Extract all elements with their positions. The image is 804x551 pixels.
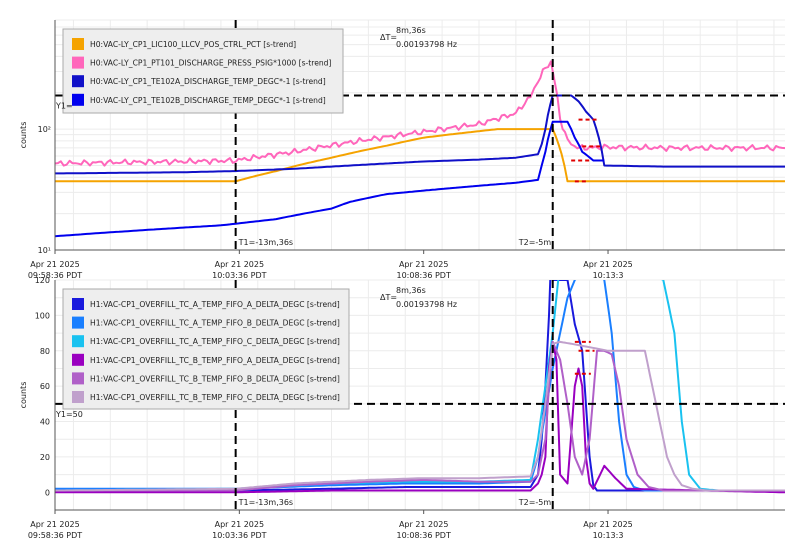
legend-swatch: [72, 298, 84, 310]
x-tick-date: Apr 21 2025: [399, 260, 448, 269]
y-tick-label: 60: [40, 382, 50, 391]
delta-t-value: 8m,36s: [396, 286, 426, 295]
series-group: [55, 280, 785, 494]
legend-swatch: [72, 372, 84, 385]
t1-cursor-label: T1=-13m,36s: [238, 498, 293, 507]
bottom-chart-panel: 0 20 40 60 80 100 120 counts Apr 21 2025 09:58:36…: [19, 276, 785, 540]
delta-t-frequency: 0.00193798 Hz: [396, 40, 457, 49]
y-tick-label: 20: [40, 453, 50, 462]
delta-t-frequency: 0.00193798 Hz: [396, 300, 457, 309]
legend-label: H1:VAC-CP1_OVERFILL_TC_A_TEMP_FIFO_A_DEL…: [90, 300, 340, 309]
x-tick-date: Apr 21 2025: [30, 260, 79, 269]
t1-cursor-label: T1=-13m,36s: [238, 238, 293, 247]
legend-swatch: [72, 93, 84, 106]
legend-label: H1:VAC-CP1_OVERFILL_TC_A_TEMP_FIFO_B_DEL…: [90, 319, 340, 328]
y-tick-label: 80: [40, 347, 50, 356]
t2-cursor-label: T2=-5m: [518, 238, 552, 247]
delta-t-value: 8m,36s: [396, 26, 426, 35]
x-tick-time: 10:03:36 PDT: [212, 271, 266, 280]
series-line: [55, 340, 785, 492]
x-tick-date: Apr 21 2025: [30, 520, 79, 529]
y1-cursor-label: Y1=: [55, 101, 73, 110]
x-tick-date: Apr 21 2025: [215, 520, 264, 529]
legend-swatch: [72, 56, 84, 69]
legend-swatch: [72, 316, 84, 329]
y-tick-label: 40: [40, 418, 50, 427]
legend: H1:VAC-CP1_OVERFILL_TC_A_TEMP_FIFO_A_DEL…: [62, 288, 350, 410]
legend-label: H0:VAC-LY_CP1_LIC100_LLCV_POS_CTRL_PCT […: [90, 40, 296, 49]
extension-markers: [571, 118, 601, 183]
x-tick-date: Apr 21 2025: [583, 260, 632, 269]
legend-label: H1:VAC-CP1_OVERFILL_TC_A_TEMP_FIFO_C_DEL…: [90, 337, 340, 346]
series-line: [55, 340, 785, 492]
legend-box: [62, 28, 344, 114]
extension-markers: [574, 340, 595, 375]
legend-label: H1:VAC-CP1_OVERFILL_TC_B_TEMP_FIFO_A_DEL…: [90, 356, 340, 365]
x-tick-date: Apr 21 2025: [215, 260, 264, 269]
top-chart-panel: 10¹ 10² counts Apr 21 2025 09:58:36 PDT Apr 2…: [19, 19, 785, 280]
series-line: [55, 120, 605, 238]
legend-box: [62, 288, 350, 410]
grid: [55, 279, 785, 511]
legend-label: H1:VAC-CP1_OVERFILL_TC_B_TEMP_FIFO_B_DEL…: [90, 374, 340, 383]
x-tick-time: 09:58:36 PDT: [28, 271, 82, 280]
y-tick-label: 120: [35, 276, 50, 285]
series-group: [55, 60, 785, 238]
legend-swatch: [72, 391, 84, 403]
y-tick-label: 0: [45, 488, 50, 497]
series-line: [55, 128, 785, 183]
series-line: [55, 94, 785, 175]
legend-label: H1:VAC-CP1_OVERFILL_TC_B_TEMP_FIFO_C_DEL…: [90, 393, 340, 402]
x-tick-time: 10:13:3: [593, 271, 624, 280]
x-tick-time: 10:03:36 PDT: [212, 531, 266, 540]
legend-label: H0:VAC-LY_CP1_PT101_DISCHARGE_PRESS_PSIG…: [90, 59, 332, 68]
x-tick-time: 09:58:36 PDT: [28, 531, 82, 540]
legend-label: H0:VAC-LY_CP1_TE102A_DISCHARGE_TEMP_DEGC…: [90, 77, 326, 86]
x-tick-time: 10:08:36 PDT: [397, 271, 451, 280]
y1-cursor-label: Y1=50: [55, 410, 83, 419]
legend-swatch: [72, 38, 84, 50]
y-tick-label: 100: [35, 311, 50, 320]
x-tick-time: 10:08:36 PDT: [397, 531, 451, 540]
legend-label: H0:VAC-LY_CP1_TE102B_DISCHARGE_TEMP_DEGC…: [90, 96, 326, 105]
legend: H0:VAC-LY_CP1_LIC100_LLCV_POS_CTRL_PCT […: [62, 28, 344, 114]
x-tick-date: Apr 21 2025: [399, 520, 448, 529]
legend-swatch: [72, 353, 84, 366]
y-tick-label: 10²: [38, 125, 51, 134]
legend-swatch: [72, 335, 84, 348]
x-tick-date: Apr 21 2025: [583, 520, 632, 529]
delta-t-label: ΔT=: [380, 33, 397, 42]
y-axis-label: counts: [19, 122, 28, 149]
y-tick-label: 10¹: [38, 246, 51, 255]
legend-swatch: [72, 75, 84, 88]
x-tick-time: 10:13:3: [593, 531, 624, 540]
y-axis-label: counts: [19, 382, 28, 409]
t2-cursor-label: T2=-5m: [518, 498, 552, 507]
delta-t-label: ΔT=: [380, 293, 397, 302]
series-line: [55, 60, 785, 167]
